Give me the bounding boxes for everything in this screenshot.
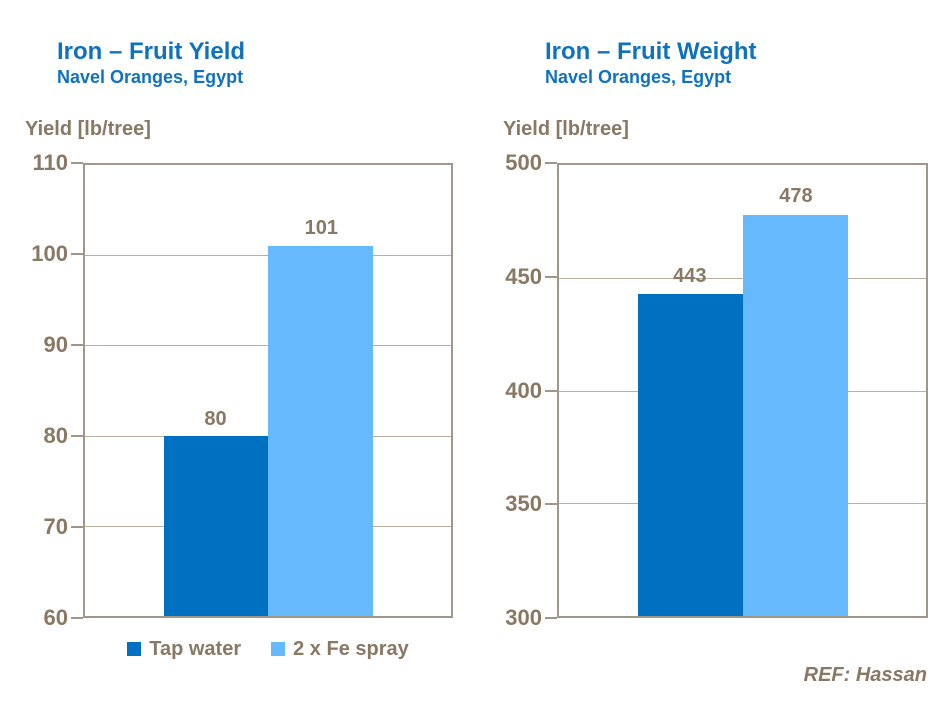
legend-item-tap-water: Tap water	[127, 638, 241, 660]
legend-item-2-x-fe-spray: 2 x Fe spray	[271, 638, 409, 660]
y-tick-label: 100	[31, 241, 68, 266]
bar-value-label: 101	[304, 216, 338, 239]
y-tick-mark	[71, 526, 83, 528]
y-axis-label: Yield [lb/tree]	[503, 118, 629, 140]
y-tick-label: 450	[505, 263, 542, 289]
gridline	[85, 525, 451, 527]
chart-subtitle: Navel Oranges, Egypt	[545, 67, 732, 87]
bar-value-label: 478	[779, 185, 813, 208]
y-tick-label: 350	[505, 491, 542, 517]
chart-title: Iron – Fruit Yield	[57, 38, 246, 65]
legend: Tap water 2 x Fe spray	[83, 638, 453, 660]
chart-subtitle: Navel Oranges, Egypt	[57, 67, 244, 87]
bar-2-x-fe-spray	[742, 214, 848, 616]
gridline	[559, 277, 926, 279]
bar-value-label: 80	[204, 408, 227, 430]
y-tick-mark	[545, 275, 557, 278]
y-tick-label: 110	[32, 150, 69, 175]
y-tick-mark	[71, 162, 83, 164]
y-tick-label: 80	[43, 423, 68, 448]
legend-label: 2 x Fe spray	[293, 638, 409, 660]
gridline	[85, 255, 451, 257]
legend-label: Tap water	[149, 638, 242, 660]
y-tick-label: 90	[43, 332, 68, 357]
y-tick-label: 400	[505, 377, 542, 403]
y-tick-mark	[71, 435, 83, 437]
bar-2-x-fe-spray	[268, 246, 374, 616]
reference-note: REF: Hassan	[803, 664, 927, 686]
chart-title: Iron – Fruit Weight	[545, 38, 757, 65]
bar-tap-water	[163, 435, 269, 616]
y-tick-mark	[71, 253, 83, 255]
y-tick-label: 300	[505, 605, 542, 630]
legend-swatch-icon	[271, 642, 286, 656]
gridline	[85, 435, 451, 437]
gridline	[559, 503, 926, 505]
y-tick-label: 60	[43, 605, 68, 630]
y-tick-mark	[545, 389, 557, 392]
y-tick-mark	[545, 162, 557, 164]
bar-value-label: 443	[673, 264, 707, 287]
y-tick-label: 70	[43, 514, 68, 539]
plot-area	[557, 163, 928, 618]
y-tick-mark	[545, 503, 557, 506]
gridline	[559, 390, 926, 392]
plot-area	[83, 163, 453, 618]
gridline	[85, 345, 451, 347]
bar-tap-water	[637, 293, 743, 616]
y-tick-label: 500	[505, 150, 542, 175]
legend-swatch-icon	[127, 642, 142, 656]
y-tick-mark	[545, 617, 557, 619]
y-axis-label: Yield [lb/tree]	[25, 118, 151, 140]
y-tick-mark	[71, 344, 83, 346]
y-tick-mark	[71, 617, 83, 619]
